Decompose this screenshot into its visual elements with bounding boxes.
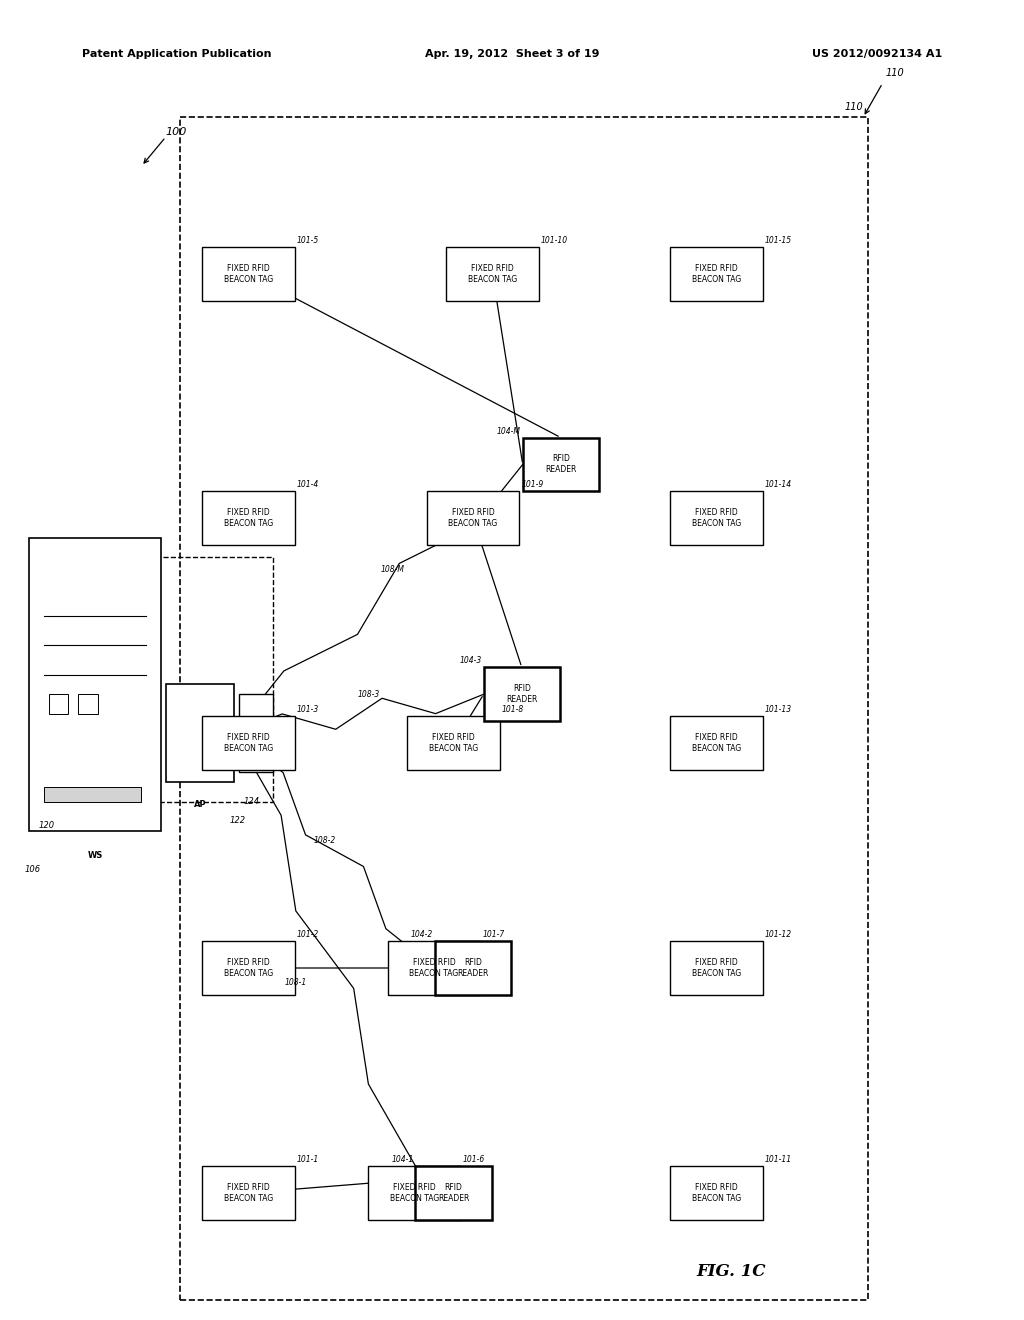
- Text: US 2012/0092134 A1: US 2012/0092134 A1: [812, 49, 942, 59]
- Text: 104-M: 104-M: [497, 426, 521, 436]
- Text: 110: 110: [886, 69, 904, 78]
- Text: FIXED RFID
BEACON TAG: FIXED RFID BEACON TAG: [692, 508, 741, 528]
- Text: 101-3: 101-3: [297, 705, 319, 714]
- FancyBboxPatch shape: [203, 491, 295, 545]
- Bar: [30, 537, 161, 832]
- Text: FIXED RFID
BEACON TAG: FIXED RFID BEACON TAG: [429, 733, 478, 754]
- Bar: [180, 117, 868, 1300]
- Text: AP: AP: [194, 800, 206, 809]
- FancyBboxPatch shape: [203, 1166, 295, 1220]
- Text: 110: 110: [845, 103, 863, 112]
- Text: FIXED RFID
BEACON TAG: FIXED RFID BEACON TAG: [692, 1183, 741, 1203]
- Text: FIXED RFID
BEACON TAG: FIXED RFID BEACON TAG: [449, 508, 498, 528]
- Text: 101-8: 101-8: [502, 705, 524, 714]
- Text: RFID
READER: RFID READER: [458, 958, 488, 978]
- FancyBboxPatch shape: [369, 1166, 461, 1220]
- Text: 101-13: 101-13: [765, 705, 793, 714]
- FancyBboxPatch shape: [522, 437, 599, 491]
- Text: 101-11: 101-11: [765, 1155, 793, 1164]
- Text: RFID
READER: RFID READER: [545, 454, 577, 474]
- Text: 101-1: 101-1: [297, 1155, 319, 1164]
- Text: WS: WS: [87, 850, 102, 859]
- Bar: [34, 557, 273, 801]
- FancyBboxPatch shape: [671, 717, 763, 770]
- FancyBboxPatch shape: [435, 941, 511, 995]
- Bar: [49, 694, 69, 714]
- FancyBboxPatch shape: [483, 668, 560, 721]
- Text: 108-1: 108-1: [285, 978, 306, 987]
- Text: FIXED RFID
BEACON TAG: FIXED RFID BEACON TAG: [224, 733, 273, 754]
- Text: Apr. 19, 2012  Sheet 3 of 19: Apr. 19, 2012 Sheet 3 of 19: [425, 49, 599, 59]
- Text: 101-7: 101-7: [482, 931, 505, 939]
- FancyBboxPatch shape: [416, 1166, 492, 1220]
- Text: 122: 122: [229, 817, 246, 825]
- Text: 101-10: 101-10: [541, 236, 568, 246]
- Text: 101-14: 101-14: [765, 480, 793, 490]
- FancyBboxPatch shape: [671, 491, 763, 545]
- Text: 101-2: 101-2: [297, 931, 319, 939]
- Text: FIXED RFID
BEACON TAG: FIXED RFID BEACON TAG: [224, 1183, 273, 1203]
- Text: 101-4: 101-4: [297, 480, 319, 490]
- Bar: [166, 685, 234, 783]
- Text: Patent Application Publication: Patent Application Publication: [82, 49, 271, 59]
- FancyBboxPatch shape: [427, 491, 519, 545]
- Text: FIXED RFID
BEACON TAG: FIXED RFID BEACON TAG: [692, 264, 741, 284]
- FancyBboxPatch shape: [203, 717, 295, 770]
- Bar: [78, 694, 97, 714]
- Text: 101-9: 101-9: [521, 480, 544, 490]
- Text: 100: 100: [166, 127, 187, 137]
- FancyBboxPatch shape: [388, 941, 480, 995]
- FancyBboxPatch shape: [671, 941, 763, 995]
- Text: RFID
READER: RFID READER: [438, 1183, 469, 1203]
- Bar: [239, 694, 273, 772]
- Text: 101-5: 101-5: [297, 236, 319, 246]
- Text: 108-2: 108-2: [313, 837, 336, 845]
- Text: FIXED RFID
BEACON TAG: FIXED RFID BEACON TAG: [390, 1183, 439, 1203]
- Text: 108-3: 108-3: [357, 690, 380, 698]
- Text: FIG. 1C: FIG. 1C: [696, 1263, 766, 1279]
- Text: 108-M: 108-M: [381, 565, 406, 574]
- Text: FIXED RFID
BEACON TAG: FIXED RFID BEACON TAG: [224, 958, 273, 978]
- FancyBboxPatch shape: [408, 717, 500, 770]
- Bar: [44, 787, 141, 801]
- Text: FIXED RFID
BEACON TAG: FIXED RFID BEACON TAG: [692, 958, 741, 978]
- Text: FIXED RFID
BEACON TAG: FIXED RFID BEACON TAG: [692, 733, 741, 754]
- FancyBboxPatch shape: [203, 247, 295, 301]
- Text: 124: 124: [244, 797, 260, 807]
- Text: FIXED RFID
BEACON TAG: FIXED RFID BEACON TAG: [468, 264, 517, 284]
- Text: RFID
READER: RFID READER: [506, 684, 538, 705]
- Text: FIXED RFID
BEACON TAG: FIXED RFID BEACON TAG: [224, 508, 273, 528]
- Text: 106: 106: [25, 866, 41, 874]
- Text: 104-1: 104-1: [391, 1155, 414, 1164]
- Text: 104-3: 104-3: [460, 656, 481, 665]
- Text: 101-15: 101-15: [765, 236, 793, 246]
- Text: FIXED RFID
BEACON TAG: FIXED RFID BEACON TAG: [224, 264, 273, 284]
- Text: 101-12: 101-12: [765, 931, 793, 939]
- FancyBboxPatch shape: [203, 941, 295, 995]
- FancyBboxPatch shape: [671, 247, 763, 301]
- Text: 120: 120: [39, 821, 55, 830]
- FancyBboxPatch shape: [671, 1166, 763, 1220]
- Text: FIXED RFID
BEACON TAG: FIXED RFID BEACON TAG: [410, 958, 459, 978]
- FancyBboxPatch shape: [446, 247, 539, 301]
- Text: 101-6: 101-6: [463, 1155, 485, 1164]
- Text: 104-2: 104-2: [411, 931, 433, 939]
